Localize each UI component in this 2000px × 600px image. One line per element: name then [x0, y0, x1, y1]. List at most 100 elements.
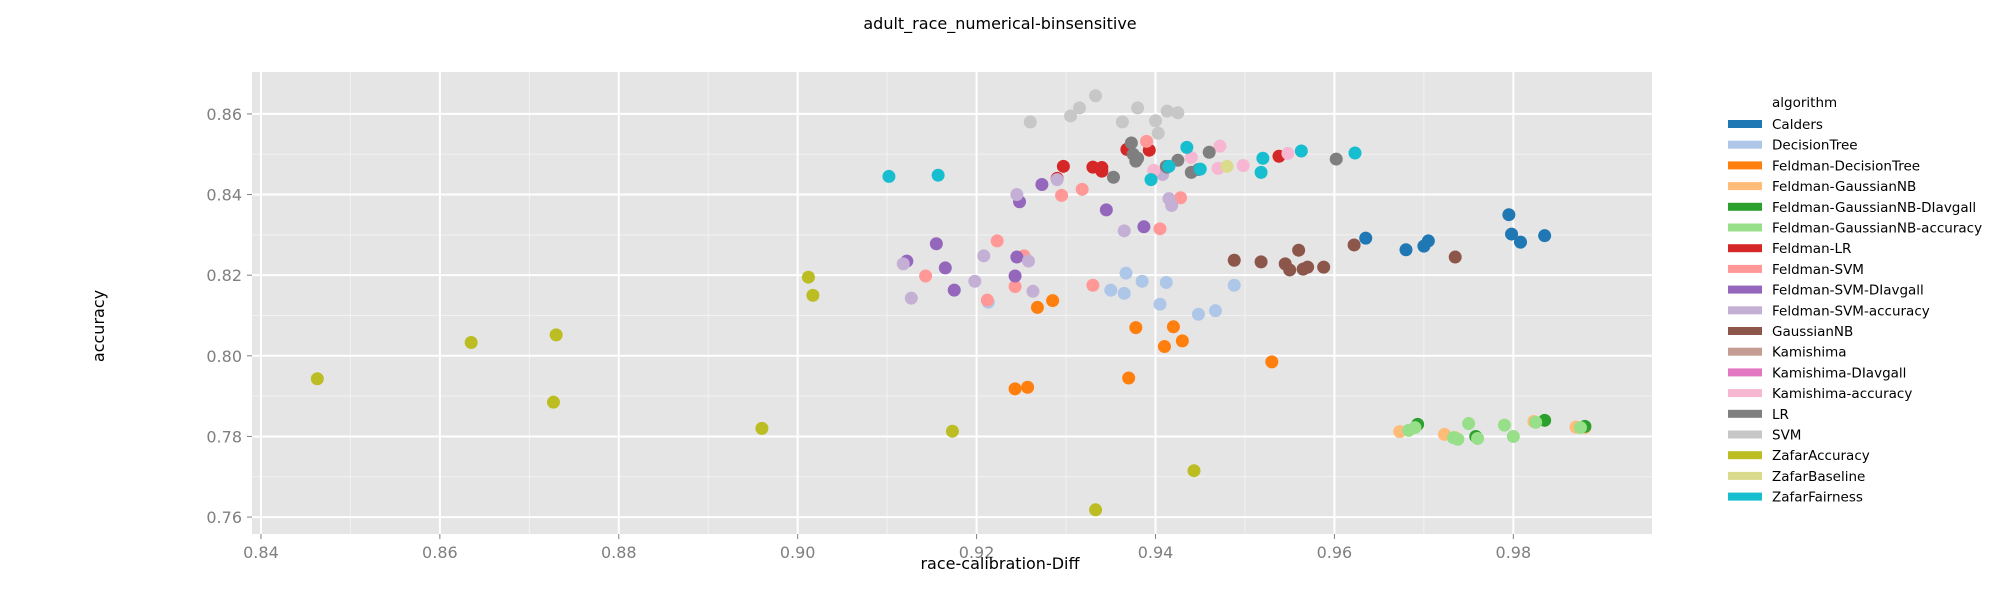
data-point: [1151, 126, 1165, 140]
data-point: [1135, 274, 1149, 288]
data-point: [1506, 429, 1520, 443]
legend-entry: Feldman-LR: [1772, 241, 1851, 257]
x-tick-label: 0.86: [422, 543, 458, 562]
data-point: [1187, 464, 1201, 478]
data-point: [1208, 304, 1222, 318]
data-point: [1451, 432, 1465, 446]
data-point: [1106, 170, 1120, 184]
data-point: [806, 288, 820, 302]
legend-entry: LR: [1772, 407, 1789, 423]
data-point: [1191, 307, 1205, 321]
data-point: [1180, 140, 1194, 154]
legend-swatch: [1728, 264, 1762, 273]
data-point: [1573, 421, 1587, 435]
data-point: [1283, 263, 1297, 277]
data-point: [1010, 188, 1024, 202]
data-point: [801, 270, 815, 284]
legend-entry: SVM: [1772, 428, 1801, 444]
data-point: [945, 424, 959, 438]
legend-swatch: [1728, 368, 1762, 377]
legend-entry: ZafarFairness: [1772, 490, 1863, 506]
data-point: [1144, 173, 1158, 187]
legend-entry: Feldman-GaussianNB: [1772, 179, 1916, 195]
data-point: [1010, 250, 1024, 264]
data-point: [919, 269, 933, 283]
data-point: [1166, 320, 1180, 334]
data-point: [1448, 250, 1462, 264]
data-point: [1008, 269, 1022, 283]
data-point: [1026, 284, 1040, 298]
data-point: [1115, 115, 1129, 129]
data-point: [1160, 104, 1174, 118]
data-point: [1089, 503, 1103, 517]
data-point: [1171, 106, 1185, 120]
data-point: [1497, 418, 1511, 432]
x-tick-label: 0.92: [959, 543, 995, 562]
data-point: [1159, 275, 1173, 289]
data-point: [1035, 177, 1049, 191]
legend-swatch: [1728, 327, 1762, 335]
data-point: [931, 168, 945, 182]
data-point: [1086, 278, 1100, 292]
legend-entry: Feldman-SVM: [1772, 262, 1864, 278]
data-point: [896, 257, 910, 271]
data-point: [1471, 431, 1485, 445]
data-point: [1095, 164, 1109, 178]
data-point: [1056, 159, 1070, 173]
legend-entry: Feldman-GaussianNB-accuracy: [1772, 221, 1982, 237]
data-point: [968, 274, 982, 288]
legend-swatch: [1728, 202, 1762, 211]
data-point: [1117, 286, 1131, 300]
data-point: [980, 293, 994, 307]
legend-swatch: [1728, 389, 1762, 398]
data-point: [1193, 162, 1207, 176]
data-point: [1117, 224, 1131, 238]
legend-entry: Feldman-SVM-accuracy: [1772, 303, 1930, 319]
data-point: [1538, 229, 1552, 243]
y-tick-label: 0.86: [206, 105, 242, 124]
y-tick-label: 0.84: [206, 186, 242, 205]
y-tick-label: 0.78: [206, 427, 242, 446]
data-point: [1021, 254, 1035, 268]
data-point: [1184, 150, 1198, 164]
legend-title: algorithm: [1772, 95, 1837, 111]
data-point: [1408, 421, 1422, 435]
data-point: [1220, 159, 1234, 173]
data-point: [1046, 294, 1060, 308]
data-point: [755, 421, 769, 435]
data-point: [1030, 300, 1044, 314]
data-point: [1513, 235, 1527, 249]
data-point: [1227, 278, 1241, 292]
legend-entry: Feldman-GaussianNB-DIavgall: [1772, 200, 1976, 216]
data-point: [1023, 115, 1037, 129]
data-point: [1213, 139, 1227, 153]
legend-swatch: [1728, 161, 1762, 170]
legend-entry: Kamishima-DIavgall: [1772, 365, 1906, 381]
data-point: [1157, 340, 1171, 354]
data-point: [1119, 266, 1133, 280]
data-point: [1236, 159, 1250, 173]
data-point: [904, 291, 918, 305]
data-point: [929, 237, 943, 251]
data-point: [1064, 109, 1078, 123]
legend-entry: Feldman-SVM-DIavgall: [1772, 283, 1924, 299]
legend-swatch: [1728, 471, 1762, 480]
legend: algorithm Calders DecisionTree Feldman-Dec…: [1728, 95, 1982, 506]
data-point: [1131, 101, 1145, 115]
legend-swatch: [1728, 492, 1762, 501]
data-point: [1153, 297, 1167, 311]
legend-swatch: [1728, 306, 1762, 315]
data-point: [1140, 134, 1154, 148]
y-tick-label: 0.76: [206, 508, 242, 527]
data-point: [1529, 415, 1543, 429]
data-point: [1265, 355, 1279, 369]
data-point: [1399, 243, 1413, 257]
data-point: [310, 372, 324, 386]
data-point: [1162, 159, 1176, 173]
legend-entry: Calders: [1772, 117, 1823, 133]
data-point: [990, 234, 1004, 248]
legend-swatch: [1728, 223, 1762, 232]
data-point: [1462, 417, 1476, 431]
data-point: [1505, 227, 1519, 241]
legend-swatch: [1728, 451, 1762, 460]
